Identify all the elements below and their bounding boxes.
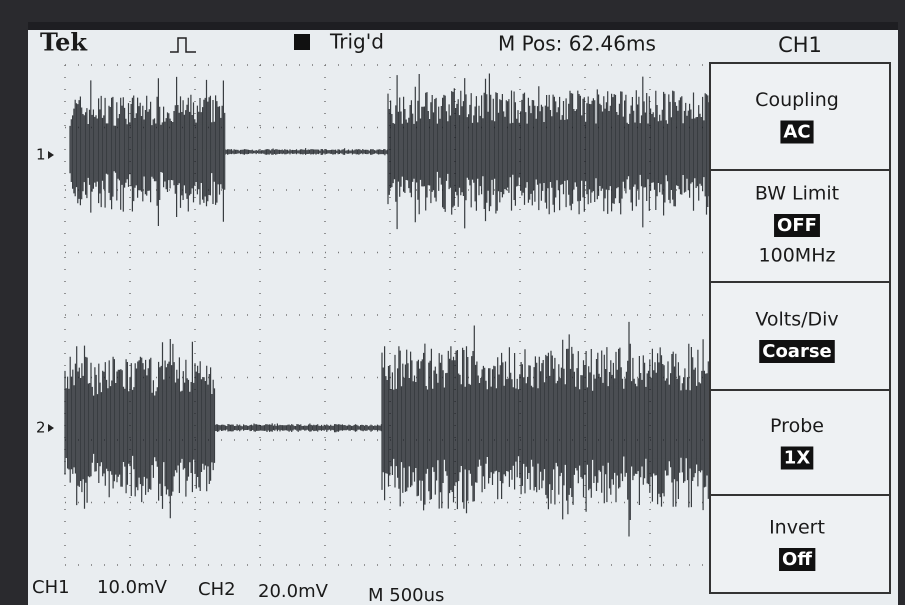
value-box xyxy=(774,214,820,237)
channel-marker: 1 xyxy=(36,146,46,164)
timebase: M 500us xyxy=(368,585,444,605)
menu-label: Volts/Div xyxy=(755,309,838,331)
menu-value: Off xyxy=(782,549,812,570)
menu-title: CH1 xyxy=(778,33,822,57)
value-box xyxy=(780,120,814,144)
menu-label: Invert xyxy=(769,517,825,539)
ch1-scale: 10.0mV xyxy=(97,577,168,598)
menu-label: Probe xyxy=(770,415,824,437)
menu-detail: 100MHz xyxy=(759,245,836,267)
marker-arrow xyxy=(48,151,54,159)
side-menu: Coupling AC BW Limit OFF 100MHz Volts/Div Coar… xyxy=(709,62,891,594)
trig-icon xyxy=(294,34,310,50)
menu-value: 1X xyxy=(784,448,811,469)
ch2-label: CH2 xyxy=(198,579,236,600)
ch1-label: CH1 xyxy=(32,577,70,598)
ch1-trace xyxy=(69,73,713,230)
brand: Tek xyxy=(40,28,88,57)
menu-label: Coupling xyxy=(755,89,839,111)
menu-panel xyxy=(709,62,891,594)
bezel xyxy=(28,22,898,30)
menu-value: AC xyxy=(783,122,810,143)
waveforms xyxy=(64,73,713,537)
value-box xyxy=(779,548,816,571)
trigger-status: Trig'd xyxy=(329,30,384,54)
menu-value: Coarse xyxy=(762,341,832,362)
channel-marker: 2 xyxy=(36,419,46,437)
trigger-icon xyxy=(170,37,196,53)
ch2-trace xyxy=(64,321,712,537)
menu-value: OFF xyxy=(777,215,817,236)
menu-label: BW Limit xyxy=(755,183,839,205)
value-box xyxy=(759,340,835,363)
ch2-scale: 20.0mV xyxy=(258,581,329,602)
value-box xyxy=(780,446,814,470)
marker-arrow xyxy=(48,424,54,432)
position: M Pos: 62.46ms xyxy=(498,32,656,56)
